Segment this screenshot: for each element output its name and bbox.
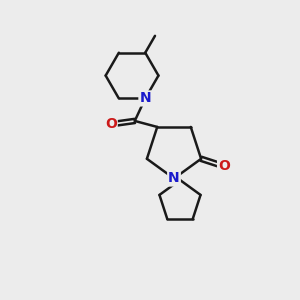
- Text: N: N: [168, 172, 180, 185]
- Text: O: O: [105, 117, 117, 131]
- Text: N: N: [140, 92, 151, 105]
- Text: O: O: [218, 159, 230, 173]
